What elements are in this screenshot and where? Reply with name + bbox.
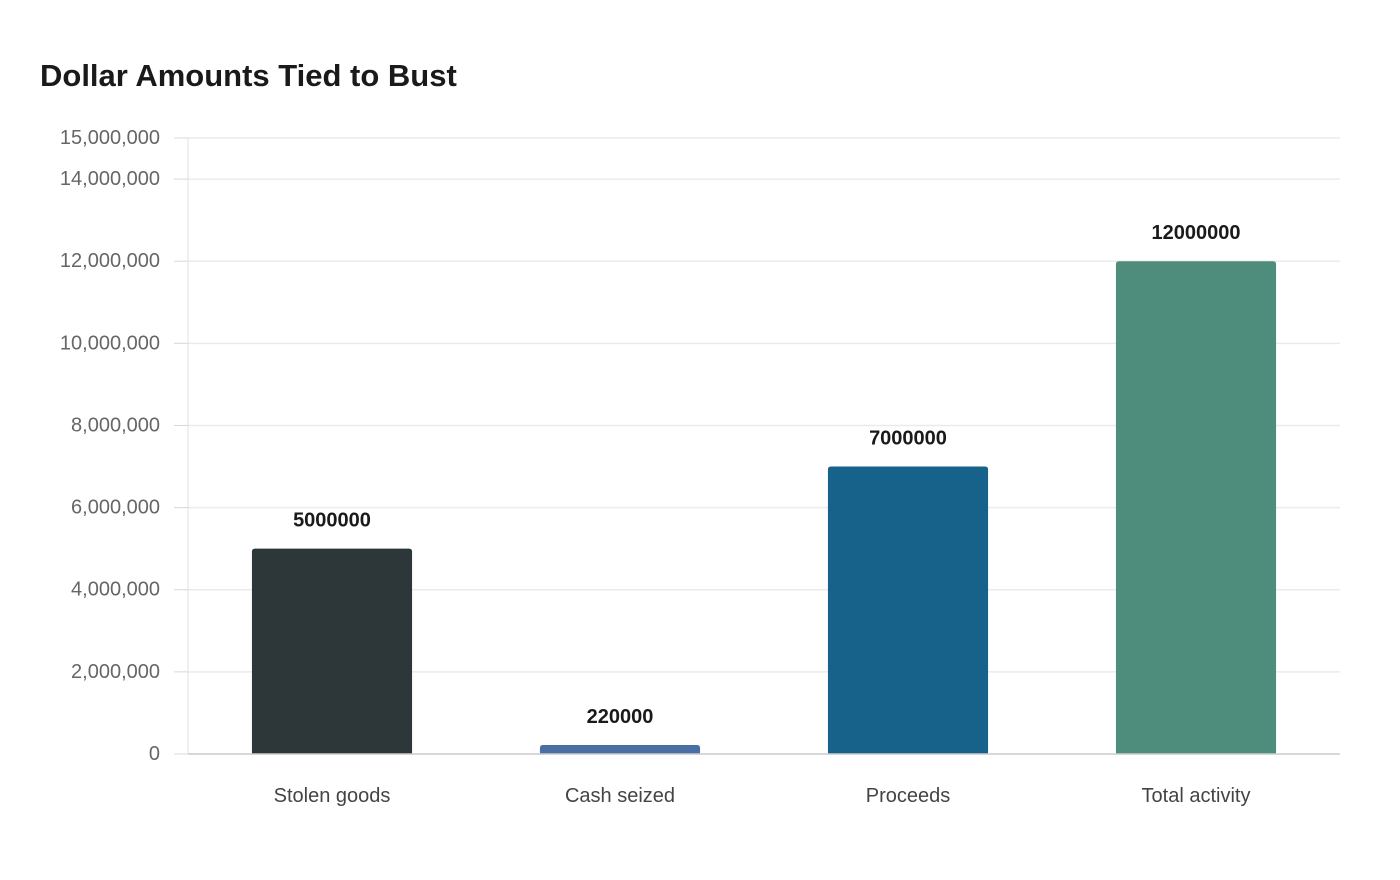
- data-label: 5000000: [293, 510, 371, 532]
- data-labels: 5000000 220000 7000000 12000000: [293, 222, 1240, 728]
- y-tick-label: 14,000,000: [60, 168, 160, 190]
- data-label: 7000000: [869, 428, 947, 450]
- data-label: 12000000: [1152, 222, 1241, 244]
- bar-proceeds[interactable]: [827, 466, 989, 754]
- y-tick-label: 8,000,000: [71, 414, 160, 436]
- y-axis-ticks: 0 2,000,000 4,000,000 6,000,000 8,000,000 10,…: [60, 127, 188, 765]
- x-axis-categories: Stolen goods Cash seized Proceeds Total act…: [274, 785, 1251, 807]
- x-category-label: Cash seized: [565, 785, 675, 807]
- y-tick-label: 15,000,000: [60, 127, 160, 149]
- y-tick-label: 4,000,000: [71, 579, 160, 601]
- chart-title: Dollar Amounts Tied to Bust: [40, 58, 457, 93]
- y-tick-label: 6,000,000: [71, 497, 160, 519]
- x-category-label: Stolen goods: [274, 785, 391, 807]
- y-tick-label: 12,000,000: [60, 250, 160, 272]
- y-tick-label: 2,000,000: [71, 661, 160, 683]
- bar-cash-seized[interactable]: [539, 744, 701, 754]
- data-label: 220000: [587, 706, 654, 728]
- y-tick-label: 0: [149, 743, 160, 765]
- bar-stolen-goods[interactable]: [251, 548, 413, 754]
- bars: [251, 261, 1277, 754]
- x-category-label: Proceeds: [866, 785, 951, 807]
- bar-total-activity[interactable]: [1115, 261, 1277, 754]
- x-category-label: Total activity: [1142, 785, 1251, 807]
- y-tick-label: 10,000,000: [60, 332, 160, 354]
